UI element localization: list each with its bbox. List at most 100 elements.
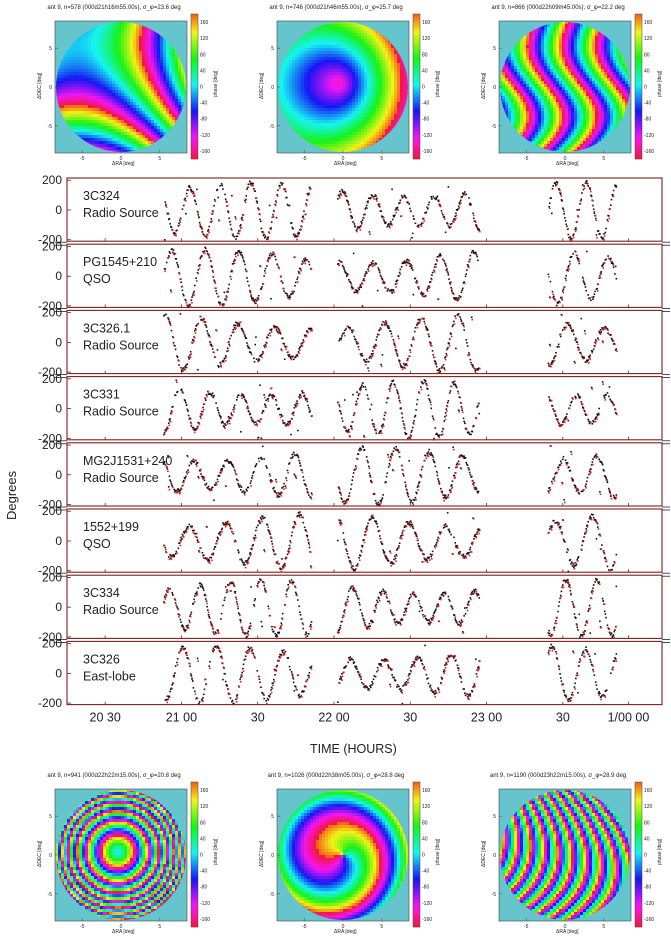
colorbar-tick: -40 bbox=[200, 869, 207, 875]
colorbar-tick: 80 bbox=[422, 820, 428, 826]
phase-map-ylabel: ΔDEC [deg] bbox=[481, 840, 487, 867]
phase-map-panel: ant 9, n=746 (000d21h46m55.00s), σ_φ=25.… bbox=[225, 2, 447, 167]
strip-ytick-label: 200 bbox=[42, 239, 62, 253]
phase-map-title: ant 9, n=866 (000d22h09m45.00s), σ_φ=22.… bbox=[491, 5, 625, 11]
phase-colorbar bbox=[413, 14, 420, 160]
colorbar-title: phase [deg] bbox=[657, 70, 663, 97]
colorbar-tick: -80 bbox=[644, 117, 651, 123]
phase-map-xlabel: ΔRA [deg] bbox=[112, 161, 135, 167]
colorbar-tick: -80 bbox=[644, 885, 651, 891]
phase-map-xtick: 5 bbox=[158, 924, 161, 930]
phase-map-title: ant 9, n=746 (000d21h46m55.00s), σ_φ=25.… bbox=[269, 5, 403, 11]
source-name-label: PG1545+210 bbox=[83, 255, 157, 269]
colorbar-tick: -40 bbox=[644, 101, 651, 107]
source-name-label: 3C324 bbox=[83, 189, 120, 203]
phase-colorbar bbox=[413, 782, 420, 928]
phase-map-panel: ant 9, n=578 (000d21h16m55.00s), σ_φ=23.… bbox=[3, 2, 225, 167]
colorbar-title: phase [deg] bbox=[435, 70, 441, 97]
phase-map-xtick: 0 bbox=[120, 156, 123, 162]
phase-map-svg: -5 0 5 5 0 -5 160 120 80 40 0 -40 -80 -120 -160 bbox=[492, 13, 654, 162]
colorbar-tick: -120 bbox=[422, 133, 432, 139]
colorbar-tick: 80 bbox=[644, 820, 650, 826]
colorbar-tick: 0 bbox=[644, 853, 647, 859]
colorbar-tick: 120 bbox=[422, 36, 431, 42]
phase-map-xlabel: ΔRA [deg] bbox=[334, 161, 357, 167]
colorbar-tick: 40 bbox=[200, 836, 206, 842]
colorbar-tick: 160 bbox=[644, 788, 653, 794]
phase-map-title: ant 9, n=578 (000d21h16m55.00s), σ_φ=23.… bbox=[47, 5, 181, 11]
phase-map-ylabel: ΔDEC [deg] bbox=[37, 840, 43, 867]
colorbar-tick: -120 bbox=[644, 133, 654, 139]
colorbar-tick: -80 bbox=[422, 885, 429, 891]
strip-ytick-label: 0 bbox=[55, 534, 62, 548]
source-name-label: 3C334 bbox=[83, 586, 120, 600]
source-name-label: MG2J1531+240 bbox=[83, 454, 172, 468]
strip-ytick-label: 200 bbox=[42, 504, 62, 518]
colorbar-tick: -80 bbox=[200, 885, 207, 891]
phase-map-disk bbox=[278, 22, 408, 152]
strip-scatter-points bbox=[163, 379, 618, 441]
phase-map-ytick: 0 bbox=[49, 853, 52, 859]
phase-map-xtick: -5 bbox=[80, 156, 85, 162]
strip-xtick-label: 21 00 bbox=[166, 711, 197, 725]
phase-map-panel: ant 9, n=866 (000d22h09m45.00s), σ_φ=22.… bbox=[447, 2, 669, 167]
strip-ytick-label: 200 bbox=[42, 570, 62, 584]
phase-map-xtick: -5 bbox=[302, 924, 307, 930]
colorbar-tick: 80 bbox=[200, 820, 206, 826]
colorbar-tick: 160 bbox=[422, 20, 431, 26]
phase-map-xtick: 5 bbox=[602, 156, 605, 162]
colorbar-tick: -160 bbox=[644, 149, 654, 155]
strip-ytick-label: 0 bbox=[55, 600, 62, 614]
colorbar-tick: -120 bbox=[200, 901, 210, 907]
strip-ytick-label: -200 bbox=[38, 564, 62, 578]
phase-map-xlabel: ΔRA [deg] bbox=[556, 929, 579, 935]
phase-map-xtick: -5 bbox=[524, 156, 529, 162]
colorbar-tick: -160 bbox=[422, 149, 432, 155]
strip-panel: 200 0 -200 3C326 East-lobe bbox=[38, 637, 670, 710]
phase-map-panel: ant 9, n=941 (000d22h22m15.00s), σ_φ=20.… bbox=[3, 770, 225, 935]
strip-scatter-points bbox=[163, 180, 618, 243]
source-type-label: Radio Source bbox=[83, 206, 159, 220]
strip-scatter-points bbox=[164, 643, 618, 706]
colorbar-tick: 0 bbox=[200, 853, 203, 859]
strip-ytick-label: 0 bbox=[55, 269, 62, 283]
colorbar-tick: -40 bbox=[422, 101, 429, 107]
strip-ytick-label: -200 bbox=[38, 431, 62, 445]
colorbar-tick: -160 bbox=[200, 917, 210, 923]
colorbar-tick: 0 bbox=[422, 853, 425, 859]
phase-map-panel: ant 9, n=1190 (000d23h22m15.00s), σ_φ=28… bbox=[447, 770, 669, 935]
phase-map-svg: -5 0 5 5 0 -5 160 120 80 40 0 -40 -80 -120 -160 bbox=[270, 781, 432, 930]
source-type-label: Radio Source bbox=[83, 471, 159, 485]
strip-scatter-points bbox=[163, 445, 618, 507]
phase-map-svg: -5 0 5 5 0 -5 160 120 80 40 0 -40 -80 -120 -160 bbox=[48, 781, 210, 930]
phase-map-ytick: 0 bbox=[271, 853, 274, 859]
strip-ytick-label: -200 bbox=[38, 630, 62, 644]
phase-map-svg: -5 0 5 5 0 -5 160 120 80 40 0 -40 -80 -120 -160 bbox=[492, 781, 654, 930]
phase-map-ytick: 5 bbox=[49, 814, 52, 820]
colorbar-tick: 80 bbox=[200, 52, 206, 58]
strip-panel-frame bbox=[66, 640, 663, 706]
colorbar-tick: -160 bbox=[200, 149, 210, 155]
strip-xtick-label: 1/00 00 bbox=[608, 711, 650, 725]
phase-map-xtick: 0 bbox=[342, 924, 345, 930]
phase-map-xtick: 0 bbox=[564, 156, 567, 162]
colorbar-tick: 0 bbox=[644, 85, 647, 91]
phase-map-ytick: -5 bbox=[48, 892, 53, 898]
source-name-label: 3C326.1 bbox=[83, 321, 130, 335]
colorbar-tick: 120 bbox=[200, 804, 209, 810]
phase-map-ytick: 5 bbox=[493, 46, 496, 52]
strip-panel: 200 0 -200 PG1545+210 QSO bbox=[38, 239, 670, 313]
colorbar-tick: -160 bbox=[644, 917, 654, 923]
phase-colorbar bbox=[635, 782, 642, 928]
phase-map-disk bbox=[500, 790, 630, 920]
phase-map-ylabel: ΔDEC [deg] bbox=[259, 72, 265, 99]
strip-xtick-label: 20 30 bbox=[90, 711, 121, 725]
colorbar-tick: 120 bbox=[422, 804, 431, 810]
strip-scatter-points bbox=[163, 313, 618, 374]
source-name-label: 3C326 bbox=[83, 652, 120, 666]
source-type-label: Radio Source bbox=[83, 603, 159, 617]
colorbar-tick: -120 bbox=[200, 133, 210, 139]
phase-map-ytick: 0 bbox=[493, 85, 496, 91]
strip-ytick-label: 0 bbox=[55, 666, 62, 680]
colorbar-tick: 40 bbox=[644, 68, 650, 74]
